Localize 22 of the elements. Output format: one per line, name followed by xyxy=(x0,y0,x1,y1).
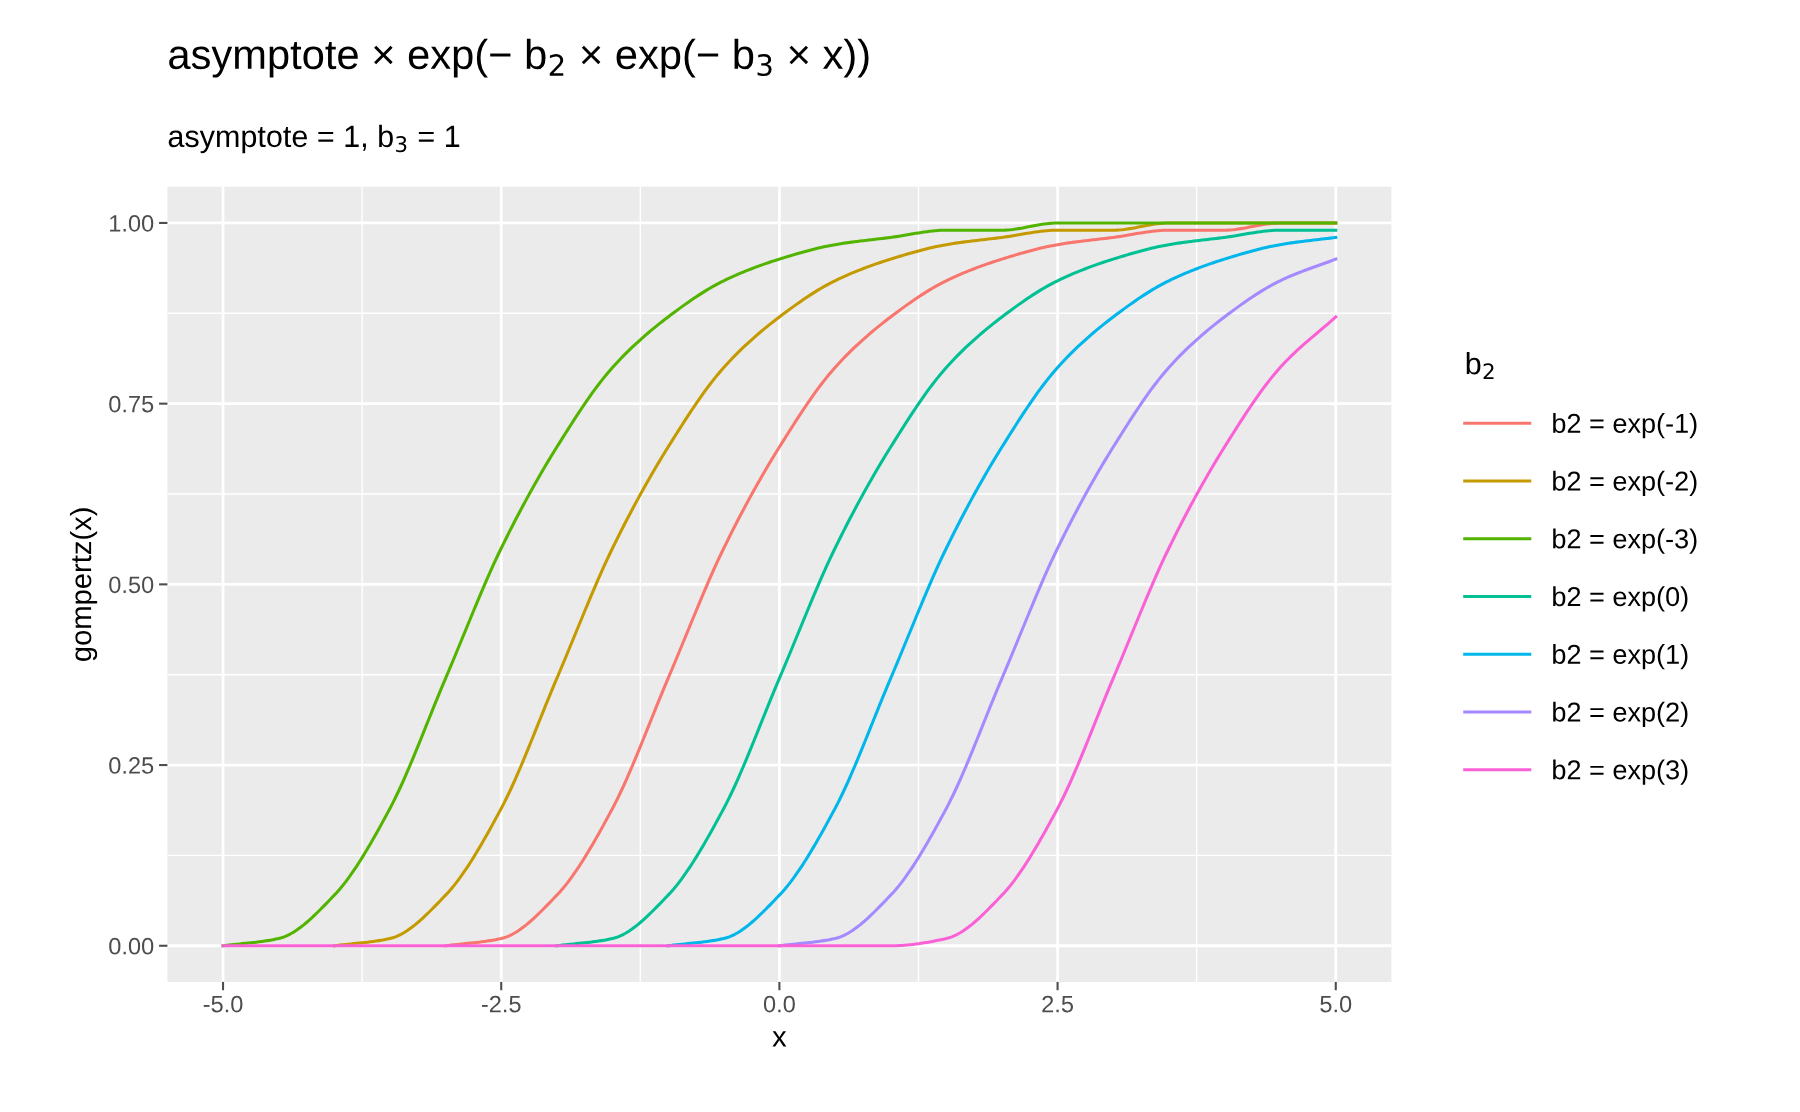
legend-label: b2 = exp(2) xyxy=(1553,701,1688,728)
y-tick-label: 1.00 xyxy=(110,215,154,232)
legend-label: b2 = exp(-1) xyxy=(1553,413,1697,439)
x-tick-label: 2.5 xyxy=(1042,995,1073,1013)
y-tick-label: 0.75 xyxy=(109,395,154,413)
legend-label: b2 = exp(1) xyxy=(1553,644,1688,670)
chart-subtitle: asymptote = 1, b$_{3}$ = 1 xyxy=(168,124,460,154)
x-tick-label: -5.0 xyxy=(203,995,243,1013)
x-axis-title: x xyxy=(772,1031,787,1047)
legend-label: b2 = exp(-2) xyxy=(1553,470,1697,497)
y-tick-label: 0.25 xyxy=(109,757,154,774)
legend-label: b2 = exp(-3) xyxy=(1553,528,1697,554)
y-axis-title: gompertz(x) xyxy=(69,508,98,661)
chart-title: asymptote × exp(− b$_{2}$ × exp(− b$_{3}$ × x)) xyxy=(169,38,869,78)
x-tick-label: -2.5 xyxy=(481,995,521,1013)
x-tick-label: 0.0 xyxy=(763,995,795,1013)
legend-title: b$_{2}$ xyxy=(1466,351,1494,380)
legend-label: b2 = exp(0) xyxy=(1553,586,1688,612)
y-tick-label: 0.00 xyxy=(109,937,154,955)
legend-label: b2 = exp(3) xyxy=(1553,759,1688,785)
x-tick-label: 5.0 xyxy=(1320,995,1352,1013)
y-tick-label: 0.50 xyxy=(109,576,154,594)
